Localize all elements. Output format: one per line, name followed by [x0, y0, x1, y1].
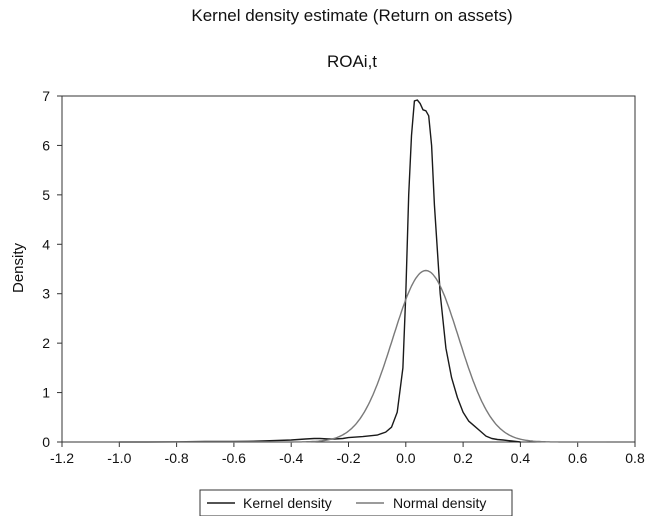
y-tick-label: 0 [42, 434, 50, 450]
plot-area [61, 95, 636, 443]
x-tick-label: 0.0 [396, 450, 416, 466]
y-tick-label: 5 [42, 187, 50, 203]
chart-subtitle: ROAi,t [327, 52, 377, 71]
x-tick-label: -0.4 [279, 450, 303, 466]
y-axis-ticks: 0 1 2 3 4 5 6 7 [42, 88, 62, 450]
x-tick-label: -1.2 [50, 450, 74, 466]
chart-title: Kernel density estimate (Return on asset… [191, 6, 512, 25]
x-tick-label: 0.8 [625, 450, 645, 466]
y-tick-label: 4 [42, 236, 50, 252]
y-axis-label: Density [10, 242, 27, 293]
x-tick-label: -1.0 [107, 450, 131, 466]
y-tick-label: 3 [42, 286, 50, 302]
legend: Kernel density Normal density [199, 489, 513, 516]
x-tick-label: -0.2 [336, 450, 360, 466]
x-axis-ticks: -1.2 -1.0 -0.8 -0.6 -0.4 -0.2 0.0 0.2 0.4 0.6 0.8 [50, 442, 645, 466]
y-tick-label: 2 [42, 335, 50, 351]
x-tick-label: 0.2 [453, 450, 473, 466]
y-tick-label: 1 [42, 385, 50, 401]
normal-density-line [119, 269, 607, 443]
legend-kernel-label: Kernel density [243, 495, 332, 511]
y-tick-label: 7 [42, 88, 50, 104]
x-tick-label: 0.4 [511, 450, 531, 466]
kernel-density-line [119, 99, 521, 443]
plot-frame [61, 95, 636, 443]
y-tick-label: 6 [42, 137, 50, 153]
series-layer [119, 99, 607, 443]
x-tick-label: -0.8 [165, 450, 189, 466]
legend-normal-label: Normal density [393, 495, 486, 511]
x-tick-label: -0.6 [222, 450, 246, 466]
x-tick-label: 0.6 [568, 450, 588, 466]
